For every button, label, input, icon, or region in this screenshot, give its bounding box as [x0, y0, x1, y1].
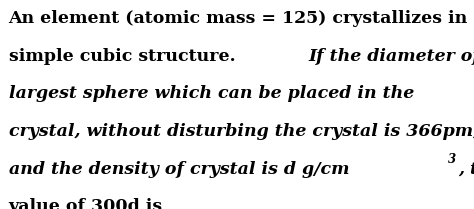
Text: 3: 3: [448, 153, 456, 166]
Text: and the density of crystal is d g/cm: and the density of crystal is d g/cm: [9, 161, 349, 178]
Text: An element (atomic mass = 125) crystallizes in a: An element (atomic mass = 125) crystalli…: [9, 10, 474, 27]
Text: If the diameter of the: If the diameter of the: [309, 48, 474, 65]
Text: largest sphere which can be placed in the: largest sphere which can be placed in th…: [9, 85, 414, 102]
Text: crystal, without disturbing the crystal is 366pm,: crystal, without disturbing the crystal …: [9, 123, 474, 140]
Text: value of 300d is: value of 300d is: [9, 198, 163, 209]
Text: , then the: , then the: [458, 161, 474, 178]
Text: simple cubic structure.: simple cubic structure.: [9, 48, 241, 65]
